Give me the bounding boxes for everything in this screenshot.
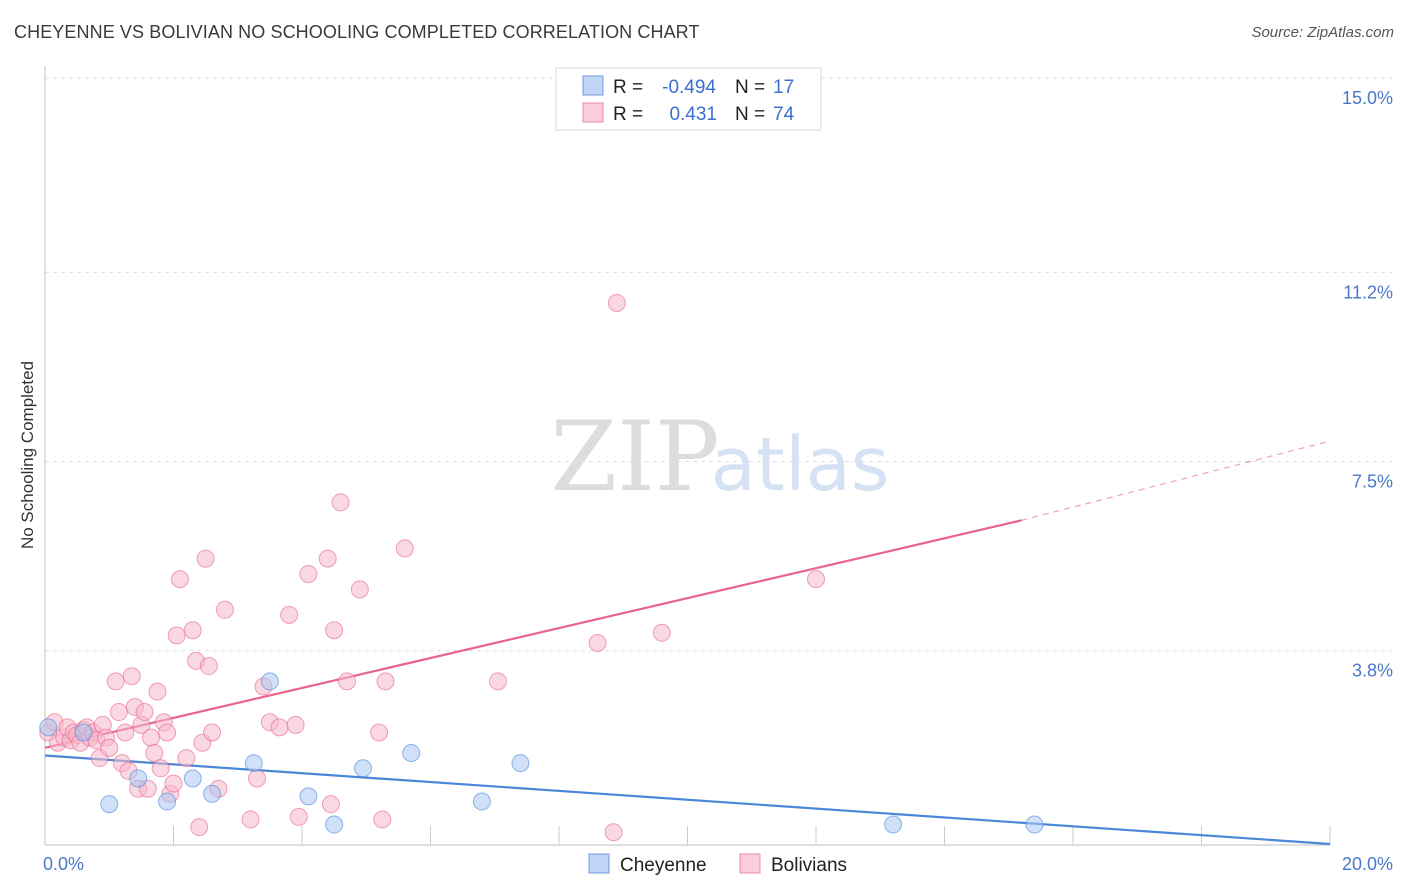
point-cheyenne (183, 769, 202, 788)
watermark-zip: ZIP (550, 401, 719, 513)
legend-n-label: N = (735, 77, 765, 98)
x-tick-labels: 0.0% 20.0% (43, 854, 1393, 874)
point-bolivians (286, 715, 305, 734)
point-cheyenne (511, 754, 530, 773)
legend: R = -0.494 N = 17 R = 0.431 N = 74 (555, 67, 822, 131)
legend-swatch-cheyenne (582, 75, 604, 96)
point-bolivians (122, 667, 141, 686)
point-bolivians (350, 580, 369, 599)
point-cheyenne (100, 795, 119, 814)
source-credit: Source: ZipAtlas.com (1251, 24, 1394, 41)
y-tick-labels: 3.8% 7.5% 11.2% 15.0% (1342, 88, 1393, 681)
point-bolivians (318, 549, 337, 568)
gridlines (45, 77, 1395, 652)
x-tick-label: 0.0% (43, 854, 84, 874)
point-bolivians (167, 626, 186, 645)
y-axis-label: No Schooling Completed (18, 361, 37, 549)
trend-line-bolivians (44, 519, 1022, 749)
point-bolivians (148, 682, 167, 701)
point-bolivians (321, 795, 340, 814)
point-bolivians (145, 743, 164, 762)
point-bolivians (215, 600, 234, 619)
point-bolivians (488, 672, 507, 691)
point-cheyenne (354, 759, 373, 778)
legend-r-value: -0.494 (662, 77, 716, 98)
watermark-atlas: atlas (711, 422, 890, 508)
point-cheyenne (244, 754, 263, 773)
legend-r-label: R = (613, 104, 643, 125)
y-tick-label: 3.8% (1352, 661, 1393, 681)
y-tick-label: 11.2% (1343, 282, 1393, 302)
point-bolivians (373, 810, 392, 829)
chart-title: CHEYENNE VS BOLIVIAN NO SCHOOLING COMPLE… (14, 22, 700, 42)
point-bolivians (190, 818, 209, 837)
point-bolivians (280, 605, 299, 624)
point-cheyenne (203, 784, 222, 803)
point-bolivians (299, 564, 318, 583)
point-bolivians (100, 738, 119, 757)
point-bolivians (164, 774, 183, 793)
point-bolivians (588, 634, 607, 653)
point-bolivians (331, 493, 350, 512)
y-tick-label: 15.0% (1342, 88, 1393, 108)
legend-n-value: 74 (773, 104, 795, 125)
trend-line-extension-bolivians (1021, 440, 1331, 521)
point-bolivians (135, 703, 154, 722)
series-legend: Cheyenne Bolivians (588, 853, 847, 876)
x-tick-label: 20.0% (1342, 854, 1393, 874)
point-bolivians (652, 623, 671, 642)
watermark: ZIP atlas (550, 401, 889, 513)
point-cheyenne (39, 718, 58, 737)
point-bolivians (199, 657, 218, 676)
y-tick-label: 7.5% (1352, 472, 1393, 492)
point-cheyenne (884, 815, 903, 834)
point-cheyenne (472, 792, 491, 811)
point-cheyenne (402, 743, 421, 762)
legend-n-value: 17 (773, 77, 794, 98)
legend-n-label: N = (735, 104, 765, 125)
point-bolivians (177, 749, 196, 768)
series-legend-cheyenne: Cheyenne (620, 855, 707, 876)
point-bolivians (289, 807, 308, 826)
series-legend-swatch-cheyenne (588, 853, 610, 874)
point-bolivians (142, 728, 161, 747)
point-bolivians (116, 723, 135, 742)
point-bolivians (248, 769, 267, 788)
point-bolivians (607, 293, 626, 312)
point-cheyenne (74, 723, 93, 742)
point-bolivians (170, 570, 189, 589)
point-cheyenne (129, 769, 148, 788)
axes (44, 66, 1331, 846)
point-bolivians (183, 621, 202, 640)
point-bolivians (106, 672, 125, 691)
point-bolivians (395, 539, 414, 558)
point-bolivians (151, 759, 170, 778)
data-points (39, 293, 1044, 842)
point-bolivians (604, 823, 623, 842)
point-bolivians (270, 718, 289, 737)
point-cheyenne (325, 815, 344, 834)
point-bolivians (109, 703, 128, 722)
point-bolivians (196, 549, 215, 568)
point-bolivians (376, 672, 395, 691)
point-bolivians (203, 723, 222, 742)
point-bolivians (325, 621, 344, 640)
series-legend-swatch-bolivians (739, 853, 761, 874)
point-bolivians (337, 672, 356, 691)
point-cheyenne (299, 787, 318, 806)
point-cheyenne (260, 672, 279, 691)
point-bolivians (241, 810, 260, 829)
series-legend-bolivians: Bolivians (771, 855, 847, 876)
point-bolivians (807, 570, 825, 589)
point-bolivians (370, 723, 389, 742)
point-cheyenne (158, 792, 177, 811)
legend-r-label: R = (613, 77, 643, 98)
legend-r-value: 0.431 (669, 104, 717, 125)
legend-swatch-bolivians (582, 102, 604, 123)
point-cheyenne (1025, 815, 1044, 834)
point-bolivians (158, 723, 177, 742)
